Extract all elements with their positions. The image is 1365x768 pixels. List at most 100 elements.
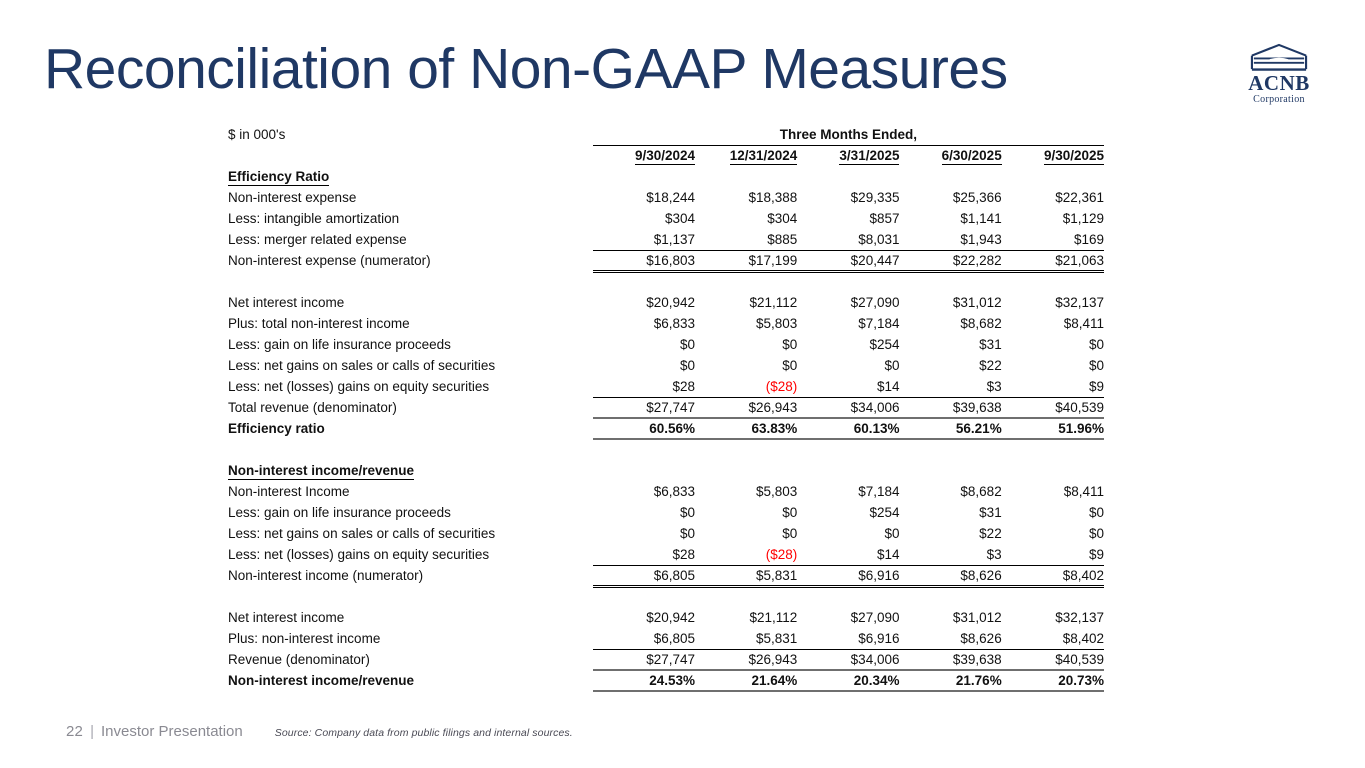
- footer-separator: |: [90, 723, 94, 740]
- section-heading-row: Non-interest income/revenue: [228, 460, 1104, 481]
- empty-cell: [593, 460, 695, 481]
- cell-r2c4: $8,626: [960, 630, 1002, 646]
- cell-r5c1: $28: [672, 378, 696, 394]
- logo-wordmark: ACNB: [1248, 71, 1310, 95]
- cell-r3c1: $27,747: [592, 648, 696, 670]
- cell-r2c2: $5,803: [755, 316, 798, 331]
- cell-r4c4: $22,282: [899, 249, 1002, 273]
- cell-r3c4: $31: [979, 337, 1002, 352]
- row-label: Non-interest income/revenue: [228, 673, 415, 688]
- cell-r1c4: $25,366: [952, 190, 1002, 205]
- cell-r3c5: $169: [1073, 231, 1104, 247]
- table-header-row: $ in 000's Three Months Ended,: [228, 124, 1104, 146]
- cell-r2c4: $1,141: [960, 211, 1002, 226]
- cell-r4c2: 21.64%: [695, 669, 798, 692]
- cell-r2c5: $8,411: [1063, 316, 1104, 331]
- column-header-4: 6/30/2025: [899, 145, 1002, 166]
- cell-r2c4: $31: [979, 505, 1002, 520]
- row-label: Non-interest income (numerator): [228, 568, 424, 583]
- cell-r2c1: $6,833: [653, 316, 696, 331]
- section-spacer-row: [228, 439, 1104, 460]
- cell-r1c2: $5,803: [755, 484, 798, 499]
- column-header-2: 12/31/2024: [695, 145, 798, 166]
- table-row: Non-interest Income $6,833 $5,803 $7,184 $8,…: [228, 481, 1104, 502]
- row-label: Less: gain on life insurance proceeds: [228, 505, 451, 520]
- row-label: Non-interest expense: [228, 190, 357, 205]
- cell-r3c3: $8,031: [858, 231, 900, 247]
- acnb-logo: ACNB Corporation: [1243, 43, 1315, 105]
- row-label: Less: gain on life insurance proceeds: [228, 337, 451, 352]
- cell-r1c5: $8,411: [1063, 484, 1104, 499]
- cell-r5c2: $5,831: [695, 564, 798, 588]
- table-row: Less: intangible amortization $304 $304 $85…: [228, 208, 1104, 229]
- table-row: Non-interest income (numerator) $6,805 $5,…: [228, 564, 1104, 588]
- cell-r1c2: $21,112: [749, 295, 798, 310]
- cell-r7c3: 60.13%: [797, 417, 900, 440]
- cell-r4c3: $0: [884, 358, 900, 373]
- cell-r4c1: $0: [680, 358, 696, 373]
- cell-r2c5: $0: [1088, 505, 1104, 520]
- table-row: Non-interest expense $18,244 $18,388 $29,33…: [228, 187, 1104, 208]
- column-header-text: 9/30/2025: [1043, 148, 1104, 166]
- bank-pediment-icon: [1250, 43, 1308, 71]
- column-header-text: 6/30/2025: [941, 148, 1002, 166]
- cell-r5c5: $9: [1088, 378, 1104, 394]
- footer-label: Investor Presentation: [101, 723, 243, 740]
- cell-r4c5: 20.73%: [1001, 669, 1104, 692]
- row-label: Non-interest Income: [228, 484, 350, 499]
- row-label: Net interest income: [228, 295, 345, 310]
- cell-r3c5: $40,539: [1001, 648, 1104, 670]
- row-label: Efficiency ratio: [228, 421, 325, 436]
- section-heading-text: Efficiency Ratio: [228, 169, 330, 186]
- row-label: Less: merger related expense: [228, 232, 407, 247]
- cell-r6c3: $34,006: [797, 396, 900, 418]
- cell-r6c5: $40,539: [1001, 396, 1104, 418]
- cell-r1c5: $32,137: [1055, 610, 1104, 625]
- table-column-header-row: 9/30/2024 12/31/2024 3/31/2025 6/30/2025 9/3…: [228, 145, 1104, 166]
- table-row: Less: net gains on sales or calls of sec…: [228, 523, 1104, 544]
- cell-r1c4: $31,012: [952, 295, 1002, 310]
- cell-r1c4: $8,682: [960, 484, 1002, 499]
- cell-r2c3: $254: [869, 505, 900, 520]
- cell-r3c5: $0: [1088, 337, 1104, 352]
- cell-r1c1: $6,833: [653, 484, 696, 499]
- units-label: $ in 000's: [228, 127, 286, 142]
- cell-r2c1: $304: [665, 211, 696, 226]
- cell-r4c2: ($28): [695, 544, 798, 565]
- cell-r6c1: $27,747: [592, 396, 696, 418]
- cell-r4c2: $0: [782, 358, 798, 373]
- cell-r2c3: $857: [869, 211, 900, 226]
- spacer-cell: [228, 145, 593, 166]
- spacer-cell: [228, 586, 1104, 607]
- cell-r5c4: $8,626: [899, 564, 1002, 588]
- cell-r4c1: 24.53%: [592, 669, 696, 692]
- cell-r4c5: $21,063: [1001, 249, 1104, 273]
- table-row: Net interest income $20,942 $21,112 $27,090…: [228, 607, 1104, 628]
- empty-cell: [695, 166, 797, 187]
- cell-r3c4: $39,638: [899, 648, 1002, 670]
- row-label: Less: net (losses) gains on equity secur…: [228, 379, 490, 394]
- row-label: Less: net gains on sales or calls of sec…: [228, 526, 496, 541]
- row-label: Total revenue (denominator): [228, 400, 397, 415]
- cell-r2c4: $8,682: [960, 316, 1002, 331]
- empty-cell: [797, 166, 899, 187]
- table-row: Net interest income $20,942 $21,112 $27,090…: [228, 292, 1104, 313]
- cell-r4c5: $9: [1088, 546, 1104, 562]
- section-heading: Non-interest income/revenue: [228, 460, 593, 481]
- cell-r2c2: $304: [767, 211, 798, 226]
- empty-cell: [593, 166, 695, 187]
- cell-r2c5: $1,129: [1062, 211, 1104, 226]
- table-row: Less: gain on life insurance proceeds $0 $…: [228, 502, 1104, 523]
- table-row: Less: merger related expense $1,137 $885 $8…: [228, 229, 1104, 250]
- cell-r3c2: $0: [782, 337, 798, 352]
- cell-r2c1: $6,805: [653, 630, 696, 646]
- cell-r5c1: $6,805: [592, 564, 696, 588]
- column-header-text: 12/31/2024: [729, 148, 798, 166]
- section-heading-text: Non-interest income/revenue: [228, 463, 415, 480]
- row-label: Less: intangible amortization: [228, 211, 400, 226]
- table-row: Efficiency ratio 60.56% 63.83% 60.13% 56.21%…: [228, 417, 1104, 440]
- cell-r3c2: $885: [767, 231, 798, 247]
- table-row: Less: net gains on sales or calls of sec…: [228, 355, 1104, 376]
- cell-r4c1: $28: [672, 546, 696, 562]
- cell-r3c5: $0: [1088, 526, 1104, 541]
